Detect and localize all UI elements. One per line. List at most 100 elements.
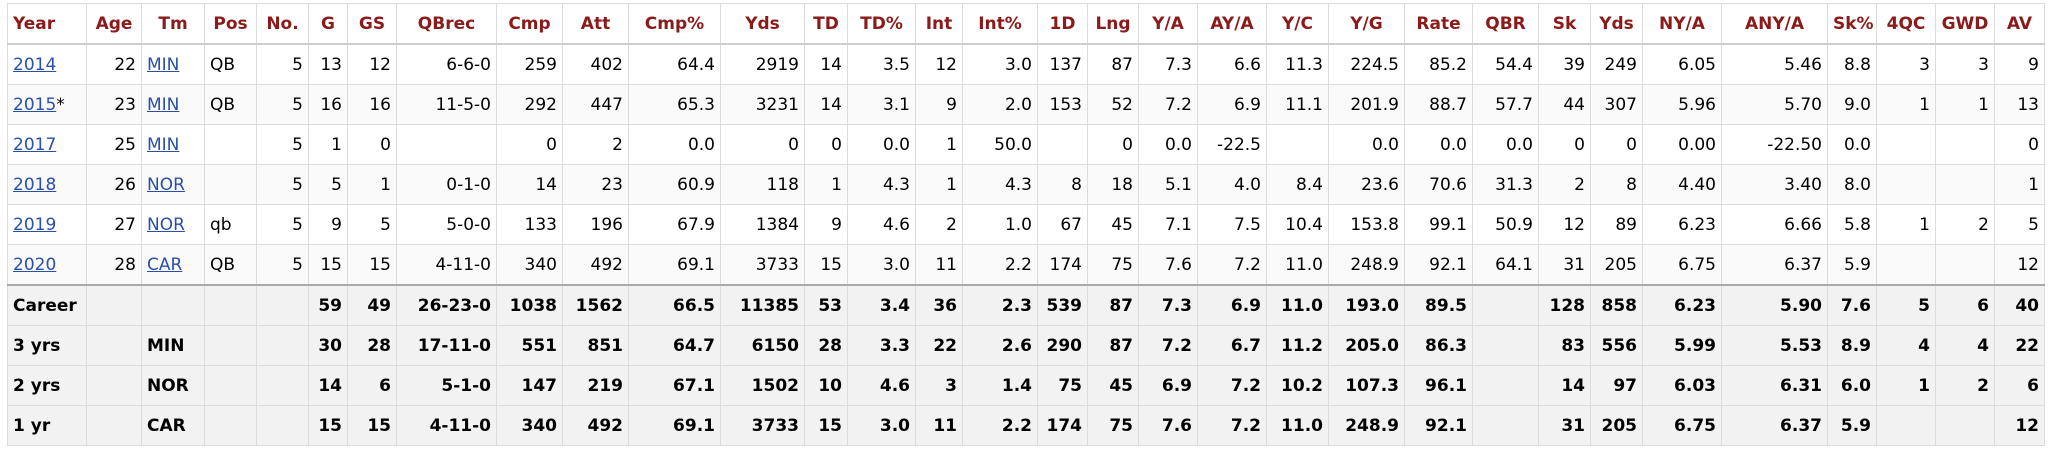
summary-cell: 67.1 bbox=[628, 365, 721, 406]
team-link[interactable]: MIN bbox=[147, 134, 180, 155]
cell: 0 bbox=[720, 124, 805, 165]
cell: 402 bbox=[562, 43, 629, 85]
summary-cell: 2.3 bbox=[962, 284, 1038, 326]
team-link[interactable]: MIN bbox=[147, 94, 180, 115]
summary-cell: 6150 bbox=[720, 325, 805, 366]
cell: NOR bbox=[141, 164, 205, 205]
cell: MIN bbox=[141, 124, 205, 165]
summary-cell: 6 bbox=[347, 365, 397, 406]
summary-cell: CAR bbox=[141, 405, 205, 446]
summary-cell: 45 bbox=[1087, 365, 1139, 406]
cell: 201.9 bbox=[1328, 84, 1405, 125]
year-link[interactable]: 2015 bbox=[13, 94, 57, 115]
cell: 3.5 bbox=[847, 43, 916, 85]
cell: 5 bbox=[256, 84, 309, 125]
cell: 70.6 bbox=[1404, 164, 1473, 205]
cell: 6.9 bbox=[1197, 84, 1267, 125]
cell: 0.00 bbox=[1642, 124, 1722, 165]
cell: 1.0 bbox=[962, 204, 1038, 245]
column-header: Cmp% bbox=[628, 3, 721, 45]
team-link[interactable]: NOR bbox=[147, 174, 185, 195]
summary-cell: 28 bbox=[804, 325, 848, 366]
cell: 133 bbox=[496, 204, 563, 245]
column-header: Yds bbox=[720, 3, 805, 45]
cell: 75 bbox=[1087, 244, 1139, 286]
summary-row: 3 yrs MIN 30 28 17-11-0 551 851 64.7 6150 28 3.3 22… bbox=[7, 325, 2045, 366]
cell: 25 bbox=[86, 124, 142, 165]
summary-cell: 14 bbox=[1538, 365, 1591, 406]
cell: 0.0 bbox=[628, 124, 721, 165]
cell: 447 bbox=[562, 84, 629, 125]
summary-cell: 7.2 bbox=[1138, 325, 1198, 366]
cell: 9 bbox=[308, 204, 348, 245]
summary-cell: 7.6 bbox=[1138, 405, 1198, 446]
year-cell: 2014 bbox=[7, 43, 87, 85]
year-link[interactable]: 2020 bbox=[13, 254, 57, 275]
summary-cell: 11.0 bbox=[1266, 284, 1329, 326]
cell bbox=[1266, 124, 1329, 165]
summary-cell: 7.3 bbox=[1138, 284, 1198, 326]
summary-cell: 5.99 bbox=[1642, 325, 1722, 366]
cell: 11.1 bbox=[1266, 84, 1329, 125]
summary-cell: 66.5 bbox=[628, 284, 721, 326]
cell: 6.37 bbox=[1721, 244, 1828, 286]
cell: 4.6 bbox=[847, 204, 916, 245]
cell: 14 bbox=[804, 84, 848, 125]
summary-cell: 6.37 bbox=[1721, 405, 1828, 446]
summary-cell: 3.0 bbox=[847, 405, 916, 446]
cell: 7.1 bbox=[1138, 204, 1198, 245]
team-link[interactable]: NOR bbox=[147, 214, 185, 235]
year-link[interactable]: 2018 bbox=[13, 174, 57, 195]
summary-cell: 53 bbox=[804, 284, 848, 326]
cell: 4.3 bbox=[962, 164, 1038, 205]
cell: 2 bbox=[1935, 204, 1995, 245]
column-header: Pos bbox=[204, 3, 257, 45]
summary-cell: 75 bbox=[1087, 405, 1139, 446]
data-row: 2019 27 NOR qb 5 9 5 5-0-0 133 196 67.9 1384 9 4.6 2 1.… bbox=[7, 204, 2045, 245]
cell: 31 bbox=[1538, 244, 1591, 286]
summary-cell: 2 bbox=[1935, 365, 1995, 406]
team-link[interactable]: CAR bbox=[147, 254, 183, 275]
summary-cell: 147 bbox=[496, 365, 563, 406]
cell: 5.8 bbox=[1827, 204, 1877, 245]
year-link[interactable]: 2017 bbox=[13, 134, 57, 155]
summary-cell bbox=[256, 405, 309, 446]
stats-table: Year Age Tm Pos No. G GS QBrec Cmp Att Cmp% Yds TD TD… bbox=[7, 3, 2045, 446]
summary-cell: 219 bbox=[562, 365, 629, 406]
cell: QB bbox=[204, 43, 257, 85]
year-link[interactable]: 2014 bbox=[13, 54, 57, 75]
team-link[interactable]: MIN bbox=[147, 54, 180, 75]
summary-cell: 31 bbox=[1538, 405, 1591, 446]
summary-cell: 107.3 bbox=[1328, 365, 1405, 406]
cell: 15 bbox=[308, 244, 348, 286]
cell: 22 bbox=[86, 43, 142, 85]
cell: 92.1 bbox=[1404, 244, 1473, 286]
summary-cell: 64.7 bbox=[628, 325, 721, 366]
summary-cell bbox=[1472, 365, 1539, 406]
column-header: AY/A bbox=[1197, 3, 1267, 45]
summary-cell: 89.5 bbox=[1404, 284, 1473, 326]
summary-cell: 49 bbox=[347, 284, 397, 326]
summary-cell: 22 bbox=[1994, 325, 2045, 366]
column-header: QBrec bbox=[396, 3, 497, 45]
cell: 89 bbox=[1590, 204, 1643, 245]
cell: 13 bbox=[308, 43, 348, 85]
column-header: TD bbox=[804, 3, 848, 45]
cell: 14 bbox=[804, 43, 848, 85]
summary-cell: 59 bbox=[308, 284, 348, 326]
cell: 3.1 bbox=[847, 84, 916, 125]
header-row: Year Age Tm Pos No. G GS QBrec Cmp Att Cmp% Yds TD TD… bbox=[7, 3, 2045, 45]
cell: 12 bbox=[915, 43, 963, 85]
summary-cell: 7.2 bbox=[1197, 365, 1267, 406]
summary-cell bbox=[1472, 284, 1539, 326]
cell: 12 bbox=[1538, 204, 1591, 245]
cell: 1 bbox=[1876, 84, 1936, 125]
year-link[interactable]: 2019 bbox=[13, 214, 57, 235]
cell: 0 bbox=[347, 124, 397, 165]
cell: 5 bbox=[256, 124, 309, 165]
summary-cell: 6.9 bbox=[1197, 284, 1267, 326]
summary-cell: 3 bbox=[915, 365, 963, 406]
cell: 6.66 bbox=[1721, 204, 1828, 245]
cell: 85.2 bbox=[1404, 43, 1473, 85]
cell: 2.2 bbox=[962, 244, 1038, 286]
